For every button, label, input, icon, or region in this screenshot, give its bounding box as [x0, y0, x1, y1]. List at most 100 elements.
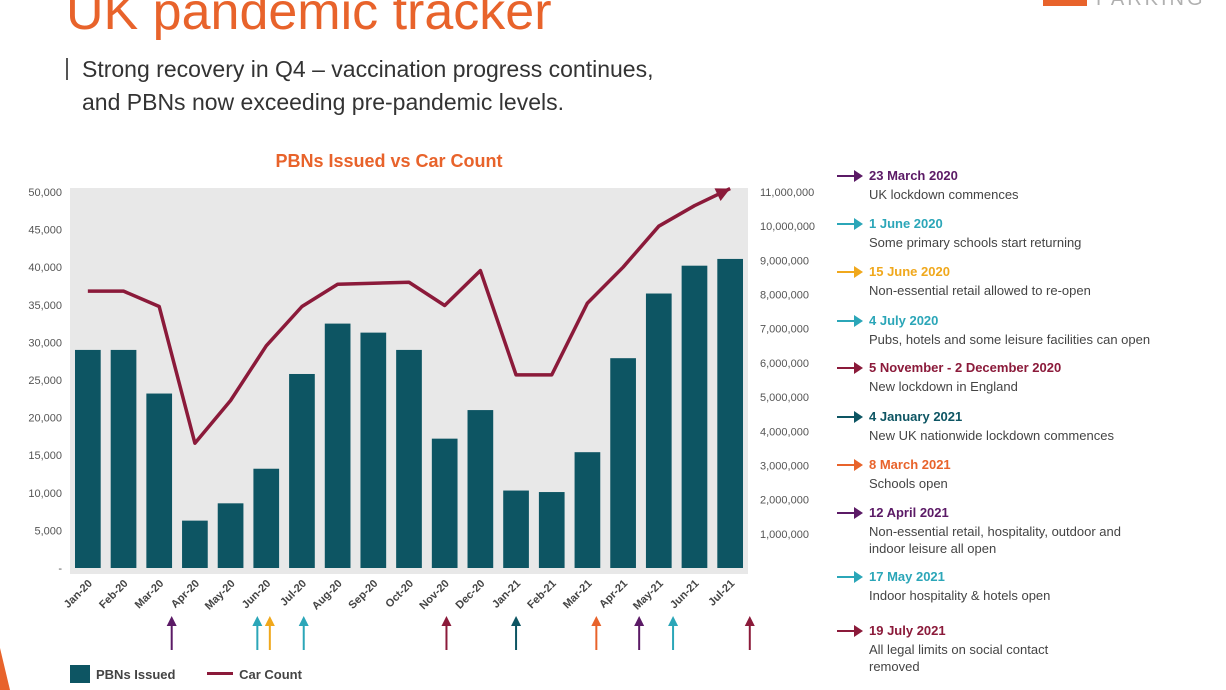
event-marker-arrowhead [264, 616, 275, 626]
y-right-tick-label: 10,000,000 [760, 221, 815, 233]
timeline-date: 5 November - 2 December 2020 [869, 360, 1062, 375]
page-subtitle: Strong recovery in Q4 – vaccination prog… [66, 53, 653, 119]
timeline-description: Non-essential retail, hospitality, outdo… [869, 524, 1121, 556]
x-tick-label: Sep-20 [346, 578, 380, 612]
legend-line-label: Car Count [239, 667, 302, 682]
bar [681, 265, 708, 568]
timeline-description: UK lockdown commences [869, 187, 1019, 202]
x-tick-label: Apr-20 [169, 578, 202, 611]
timeline-arrow-icon [837, 411, 863, 423]
subtitle-line-2: and PBNs now exceeding pre-pandemic leve… [82, 89, 564, 115]
y-right-tick-label: 6,000,000 [760, 358, 809, 370]
event-marker-arrowhead [591, 616, 602, 626]
event-marker-arrowhead [298, 616, 309, 626]
x-tick-label: Apr-21 [597, 578, 630, 611]
car-count-arrowhead [714, 188, 731, 201]
y-right-tick-label: 8,000,000 [760, 290, 809, 302]
x-tick-label: May-20 [203, 578, 238, 613]
y-left-tick-label: 30,000 [28, 337, 62, 349]
bar [217, 503, 244, 568]
bar [717, 258, 744, 568]
y-right-tick-label: 4,000,000 [760, 426, 809, 438]
y-left-tick-label: 35,000 [28, 300, 62, 312]
x-tick-label: May-21 [631, 578, 666, 613]
timeline-arrow-icon [837, 218, 863, 230]
chart-legend: PBNs Issued Car Count [70, 665, 302, 683]
car-count-line [87, 187, 731, 445]
timeline-date: 8 March 2021 [869, 457, 951, 472]
timeline-description: Indoor hospitality & hotels open [869, 588, 1051, 603]
bar [110, 349, 137, 568]
subtitle-line-1: Strong recovery in Q4 – vaccination prog… [82, 56, 654, 82]
x-tick-label: Feb-20 [97, 578, 131, 612]
timeline-date: 19 July 2021 [869, 623, 946, 638]
timeline-date: 12 April 2021 [869, 505, 949, 520]
x-tick-label: Jun-20 [240, 578, 274, 612]
x-tick-label: Jan-20 [62, 578, 95, 611]
timeline-arrow-icon [837, 362, 863, 374]
legend-bar-swatch [70, 665, 90, 683]
timeline-arrow-icon [837, 170, 863, 182]
timeline-date: 1 June 2020 [869, 216, 943, 231]
event-marker-arrowhead [166, 616, 177, 626]
timeline-date: 4 January 2021 [869, 409, 963, 424]
x-tick-label: Mar-20 [133, 578, 167, 612]
y-right-tick-label: 2,000,000 [760, 495, 809, 507]
y-right-tick-label: 7,000,000 [760, 324, 809, 336]
timeline-date: 4 July 2020 [869, 313, 939, 328]
y-left-tick-label: 15,000 [28, 450, 62, 462]
timeline-date: 23 March 2020 [869, 168, 958, 183]
event-marker-arrowhead [634, 616, 645, 626]
bar [74, 349, 101, 568]
combo-chart: PBNs Issued vs Car Count - 5,000 10,000 15,0… [28, 151, 815, 650]
y-right-tick-label: 9,000,000 [760, 255, 809, 267]
bar [538, 492, 565, 568]
bar [146, 393, 173, 568]
x-tick-label: Nov-20 [417, 578, 451, 612]
x-tick-label: Jan-21 [490, 578, 523, 611]
x-tick-label: Mar-21 [561, 578, 595, 612]
event-marker-arrowhead [441, 616, 452, 626]
y-left-tick-label: - [58, 563, 62, 575]
timeline-description: Non-essential retail allowed to re-open [869, 283, 1091, 298]
x-tick-label: Dec-20 [453, 578, 487, 612]
x-tick-label: Oct-20 [383, 578, 416, 611]
y-right-tick-label: 3,000,000 [760, 460, 809, 472]
y-right-tick-label: 5,000,000 [760, 392, 809, 404]
bar [289, 373, 315, 568]
timeline-description: All legal limits on social contact remov… [869, 642, 1049, 674]
timeline-arrow-icon [837, 315, 863, 327]
x-tick-label: Aug-20 [310, 578, 345, 613]
legend-bar-label: PBNs Issued [96, 667, 176, 682]
chart-title: PBNs Issued vs Car Count [275, 151, 502, 171]
y-left-tick-label: 10,000 [28, 488, 62, 500]
event-marker-arrowhead [668, 616, 679, 626]
x-tick-label: Jun-21 [668, 578, 702, 612]
bar [396, 349, 422, 568]
timeline-description: Pubs, hotels and some leisure facilities… [869, 332, 1151, 347]
x-tick-label: Feb-21 [525, 578, 559, 612]
timeline-arrow-icon [837, 266, 863, 278]
bar [645, 293, 672, 568]
bar [467, 410, 494, 568]
y-right-tick-label: 11,000,000 [760, 187, 814, 199]
y-left-tick-label: 40,000 [28, 262, 62, 274]
brand-logo-text: PARKING [1096, 0, 1206, 11]
bar [574, 452, 601, 568]
timeline-arrow-icon [837, 507, 863, 519]
y-left-tick-label: 25,000 [28, 375, 62, 387]
y-left-tick-label: 5,000 [34, 525, 62, 537]
timeline-date: 17 May 2021 [869, 569, 945, 584]
event-marker-arrowhead [511, 616, 522, 626]
event-marker-arrowhead [744, 616, 755, 626]
bar [360, 332, 387, 568]
timeline-description: Some primary schools start returning [869, 235, 1082, 250]
bar [324, 323, 351, 568]
decorative-corner [0, 648, 10, 690]
bar [253, 468, 280, 568]
y-right-tick-label: 1,000,000 [760, 529, 809, 541]
bar [610, 358, 636, 568]
bar [182, 520, 208, 568]
subtitle-divider [66, 58, 68, 80]
timeline-description: New lockdown in England [869, 379, 1018, 394]
